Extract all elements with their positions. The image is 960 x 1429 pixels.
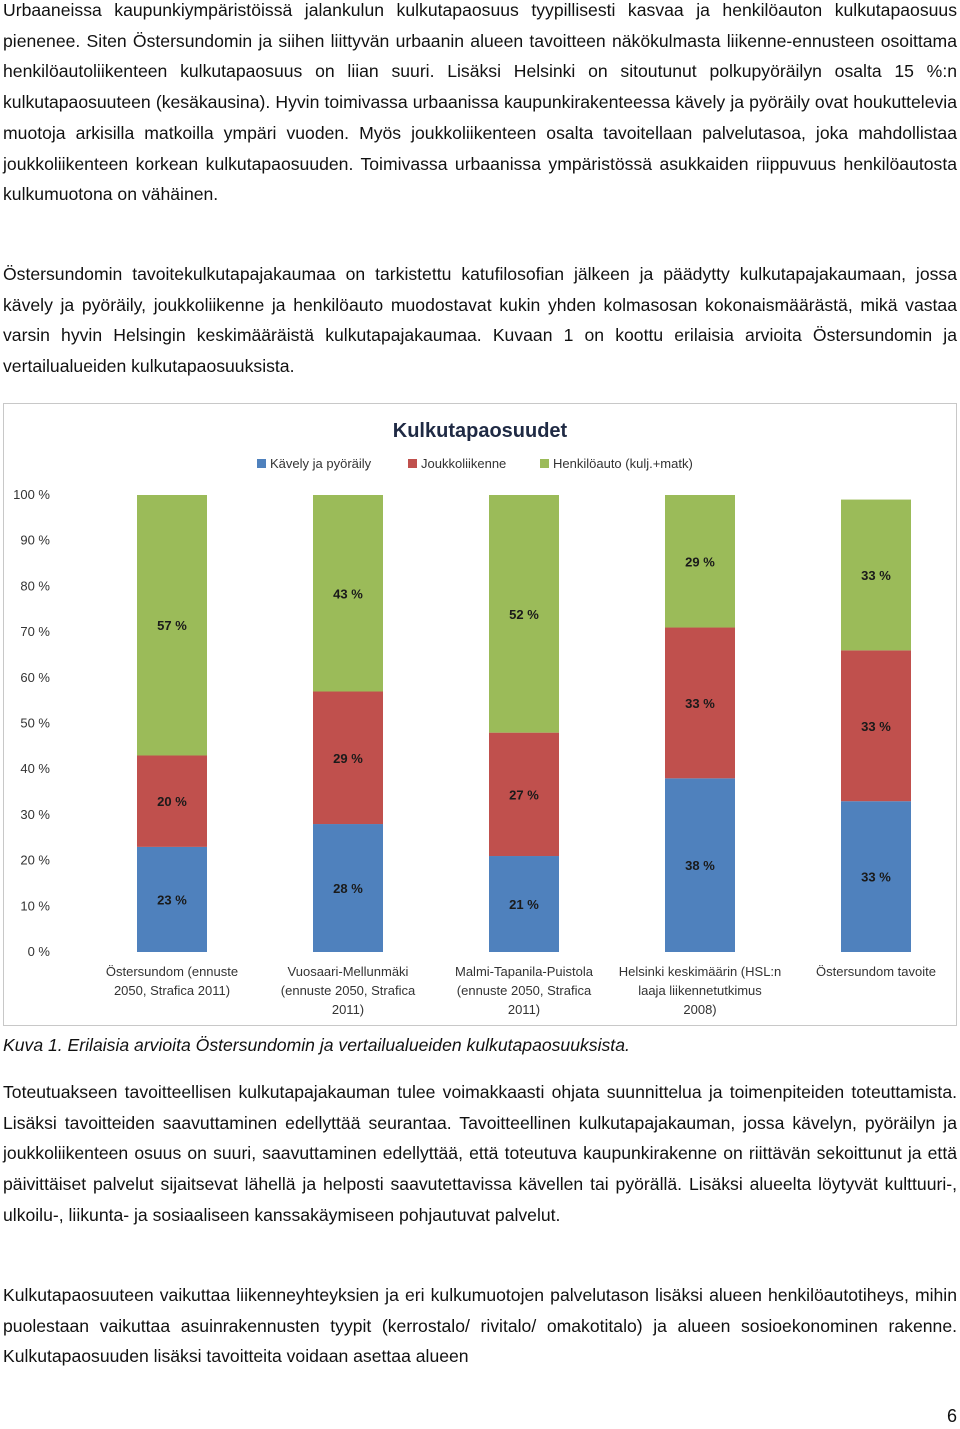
- bar-segment: [841, 499, 911, 651]
- legend-label-2: Joukkoliikenne: [421, 456, 506, 471]
- data-label: 28 %: [333, 881, 363, 896]
- modal-share-chart: Kulkutapaosuudet Kävely ja pyöräily Joukko…: [13, 420, 936, 1017]
- bar-segment: [313, 824, 383, 952]
- category-label: (ennuste 2050, Strafica: [457, 983, 592, 998]
- data-label: 29 %: [333, 751, 363, 766]
- y-tick-label: 60 %: [20, 670, 50, 685]
- y-tick-label: 30 %: [20, 807, 50, 822]
- y-tick-label: 70 %: [20, 624, 50, 639]
- bar-segment: [665, 627, 735, 779]
- bar-segment: [489, 856, 559, 952]
- y-tick-label: 90 %: [20, 533, 50, 548]
- figure-caption: Kuva 1. Erilaisia arvioita Östersundomin…: [3, 1035, 630, 1055]
- chart-frame: Kulkutapaosuudet Kävely ja pyöräily Joukko…: [3, 403, 957, 1026]
- data-label: 29 %: [685, 554, 715, 569]
- category-label: Malmi-Tapanila-Puistola: [455, 964, 594, 979]
- bar-segment: [665, 778, 735, 952]
- y-tick-label: 10 %: [20, 898, 50, 913]
- data-label: 21 %: [509, 897, 539, 912]
- category-label: laaja liikennetutkimus: [638, 983, 762, 998]
- data-label: 33 %: [861, 719, 891, 734]
- page-number: 6: [946, 1406, 957, 1426]
- category-label: 2011): [332, 1002, 364, 1017]
- y-tick-label: 80 %: [20, 578, 50, 593]
- legend-label-3: Henkilöauto (kulj.+matk): [553, 456, 693, 471]
- bar-segment: [313, 495, 383, 692]
- data-label: 27 %: [509, 787, 539, 802]
- y-tick-label: 40 %: [20, 761, 50, 776]
- legend-swatch-3: [540, 459, 549, 468]
- data-label: 38 %: [685, 858, 715, 873]
- data-label: 43 %: [333, 586, 363, 601]
- bar-segment: [313, 691, 383, 825]
- legend-swatch-1: [257, 459, 266, 468]
- category-label: 2011): [508, 1002, 540, 1017]
- y-tick-label: 20 %: [20, 853, 50, 868]
- data-label: 20 %: [157, 794, 187, 809]
- category-label: Östersundom (ennuste: [106, 964, 238, 979]
- data-label: 33 %: [861, 870, 891, 885]
- category-label: (ennuste 2050, Strafica: [281, 983, 416, 998]
- bar-segment: [489, 732, 559, 857]
- chart-title: Kulkutapaosuudet: [393, 420, 568, 442]
- bar-segment: [137, 495, 207, 756]
- factors-paragraph: Kulkutapaosuuteen vaikuttaa liikenneyhte…: [3, 1285, 957, 1367]
- data-label: 23 %: [157, 892, 187, 907]
- legend-swatch-2: [408, 459, 417, 468]
- category-label: Östersundom tavoite: [816, 964, 936, 979]
- bar-segment: [137, 755, 207, 847]
- intro-paragraph: Urbaaneissa kaupunkiympäristöissä jalank…: [3, 0, 957, 205]
- bar-segment: [489, 495, 559, 733]
- category-label: 2050, Strafica 2011): [114, 983, 230, 998]
- category-label: Helsinki keskimäärin (HSL:n: [619, 964, 782, 979]
- y-tick-label: 100 %: [13, 487, 50, 502]
- target-paragraph: Östersundomin tavoitekulkutapajakaumaa o…: [3, 264, 957, 377]
- data-label: 33 %: [861, 568, 891, 583]
- data-label: 33 %: [685, 696, 715, 711]
- category-label: Vuosaari-Mellunmäki: [288, 964, 409, 979]
- y-tick-label: 50 %: [20, 716, 50, 731]
- implementation-paragraph: Toteutuakseen tavoitteellisen kulkutapaj…: [3, 1082, 957, 1225]
- bar-segment: [841, 801, 911, 952]
- legend-label-1: Kävely ja pyöräily: [270, 456, 372, 471]
- category-label: 2008): [683, 1002, 716, 1017]
- data-label: 52 %: [509, 607, 539, 622]
- bar-segment: [665, 495, 735, 628]
- bar-segment: [137, 846, 207, 952]
- y-tick-label: 0 %: [28, 944, 51, 959]
- data-label: 57 %: [157, 618, 187, 633]
- bar-segment: [841, 650, 911, 802]
